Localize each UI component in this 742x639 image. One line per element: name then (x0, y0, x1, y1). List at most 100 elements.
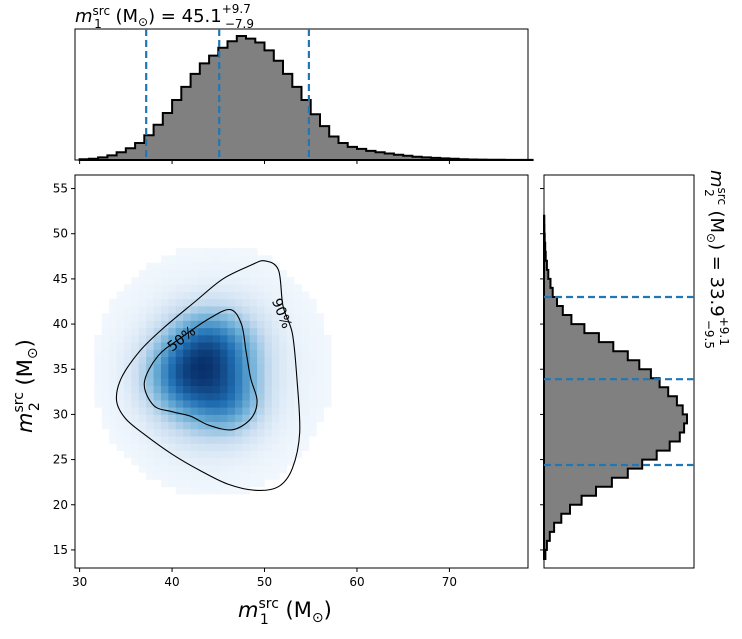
density-cell (234, 371, 243, 379)
density-cell (242, 334, 251, 343)
density-cell (197, 465, 206, 473)
density-cell (294, 327, 302, 336)
density-cell (168, 378, 177, 386)
density-cell (257, 399, 265, 408)
density-cell (271, 421, 280, 430)
density-cell (153, 277, 162, 285)
density-cell (153, 262, 162, 271)
density-cell (212, 327, 221, 336)
density-cell (212, 298, 221, 307)
density-cell (160, 277, 169, 285)
density-cell (131, 421, 140, 430)
density-cell (234, 428, 243, 437)
density-cell (175, 443, 184, 451)
density-cell (271, 284, 280, 292)
density-cell (316, 320, 325, 329)
density-cell (301, 320, 310, 329)
density-cell (301, 349, 310, 357)
density-cell (257, 349, 265, 357)
density-cell (257, 457, 265, 466)
density-cell (294, 450, 302, 459)
density-cell (168, 342, 177, 350)
density-cell (138, 436, 147, 444)
density-cell (249, 392, 258, 401)
density-cell (109, 342, 118, 350)
density-cell (160, 298, 169, 307)
density-cell (146, 443, 154, 451)
x-axis-label: msrc 1 (M⊙) (238, 596, 332, 628)
density-cell (227, 450, 236, 459)
density-cell (249, 320, 258, 329)
density-cell (220, 291, 228, 300)
density-cell (197, 399, 206, 408)
density-cell (220, 363, 228, 372)
density-cell (212, 248, 221, 256)
density-cell (257, 327, 265, 336)
density-cell (212, 436, 221, 444)
density-cell (212, 428, 221, 437)
density-cell (175, 313, 184, 321)
density-cell (220, 306, 228, 314)
density-cell (175, 269, 184, 278)
density-cell (308, 349, 317, 357)
density-cell (168, 385, 177, 394)
density-cell (257, 421, 265, 430)
density-cell (242, 378, 251, 386)
density-cell (131, 407, 140, 415)
density-cell (257, 334, 265, 343)
density-cell (146, 385, 154, 394)
density-cell (131, 392, 140, 401)
density-cell (323, 342, 332, 350)
density-cell (124, 443, 132, 451)
density-cell (160, 407, 169, 415)
density-cell (131, 428, 140, 437)
density-cell (190, 334, 199, 343)
density-cell (301, 342, 310, 350)
density-cell (146, 306, 154, 314)
density-cell (183, 298, 191, 307)
density-cell (183, 306, 191, 314)
density-cell (271, 349, 280, 357)
density-cell (308, 363, 317, 372)
density-cell (168, 472, 177, 480)
density-cell (234, 436, 243, 444)
density-cell (146, 457, 154, 466)
density-cell (131, 385, 140, 394)
density-cell (249, 298, 258, 307)
density-cell (308, 313, 317, 321)
density-cell (183, 277, 191, 285)
density-cell (279, 443, 288, 451)
density-cell (308, 428, 317, 437)
density-cell (212, 291, 221, 300)
density-cell (183, 320, 191, 329)
density-cell (294, 371, 302, 379)
density-cell (153, 457, 162, 466)
density-cell (168, 407, 177, 415)
density-cell (242, 465, 251, 473)
density-cell (234, 363, 243, 372)
density-cell (249, 443, 258, 451)
density-cell (264, 421, 273, 430)
density-cell (301, 334, 310, 343)
m2-histogram (543, 214, 688, 560)
density-cell (153, 407, 162, 415)
density-cell (234, 356, 243, 365)
density-cell (257, 378, 265, 386)
density-cell (279, 320, 288, 329)
density-cell (212, 421, 221, 430)
density-cell (227, 378, 236, 386)
density-cell (109, 414, 118, 423)
density-cell (264, 472, 273, 480)
density-cell (101, 378, 110, 386)
density-cell (271, 306, 280, 314)
density-cell (205, 356, 214, 365)
density-cell (242, 356, 251, 365)
density-cell (242, 284, 251, 292)
density-cell (316, 399, 325, 408)
density-cell (138, 349, 147, 357)
density-cell (197, 262, 206, 271)
m2-histogram-bars (543, 214, 688, 560)
density-cell (294, 334, 302, 343)
density-cell (227, 443, 236, 451)
density-cell (308, 342, 317, 350)
